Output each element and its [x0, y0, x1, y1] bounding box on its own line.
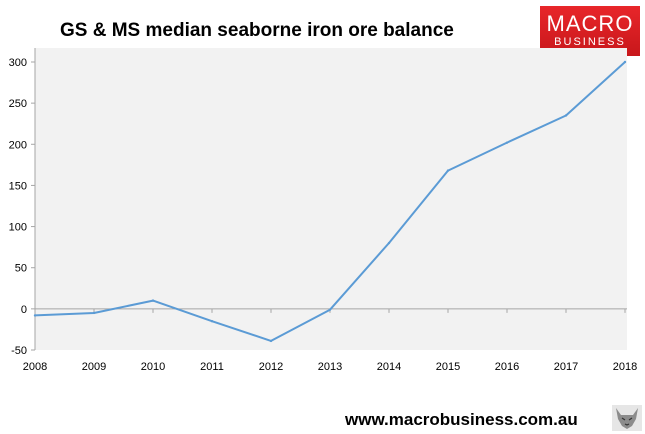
x-tick-label: 2014 [377, 361, 401, 373]
x-tick-label: 2015 [436, 361, 460, 373]
x-tick-label: 2013 [318, 361, 342, 373]
y-tick-label: 150 [9, 180, 27, 192]
chart-title: GS & MS median seaborne iron ore balance [60, 20, 454, 41]
data-point [505, 141, 509, 144]
macrobusiness-logo: MACRO BUSINESS [540, 6, 640, 56]
y-tick-label: -50 [11, 345, 27, 357]
y-tick-label: 300 [9, 57, 27, 69]
x-tick-label: 2017 [554, 361, 578, 373]
y-axis: -50 0 50 100 150 200 250 300 [9, 48, 36, 357]
footer-url: www.macrobusiness.com.au [345, 410, 578, 429]
data-point [269, 339, 273, 343]
data-point [33, 314, 37, 317]
data-point [564, 114, 568, 117]
y-tick-label: 0 [21, 304, 27, 316]
x-tick-label: 2009 [82, 361, 106, 373]
x-tick-label: 2011 [200, 361, 224, 373]
y-tick-label: 250 [9, 98, 27, 110]
x-tick-label: 2008 [23, 361, 47, 373]
data-point [92, 311, 96, 315]
data-point [446, 169, 450, 172]
series-layer [33, 60, 627, 343]
data-point [151, 299, 155, 302]
logo-line-1: MACRO [546, 11, 634, 36]
x-tick-label: 2010 [141, 361, 165, 373]
x-tick-label: 2012 [259, 361, 283, 373]
y-tick-label: 200 [9, 139, 27, 151]
y-tick-label: 100 [9, 222, 27, 234]
data-point [210, 320, 214, 323]
plot-area [35, 48, 627, 350]
wolf-icon [612, 405, 642, 431]
data-point [387, 241, 391, 245]
x-tick-label: 2016 [495, 361, 519, 373]
logo-line-2: BUSINESS [554, 36, 626, 48]
x-tick-label: 2018 [613, 361, 637, 373]
data-point [328, 308, 332, 311]
data-point [623, 60, 627, 64]
y-tick-label: 50 [15, 263, 27, 275]
